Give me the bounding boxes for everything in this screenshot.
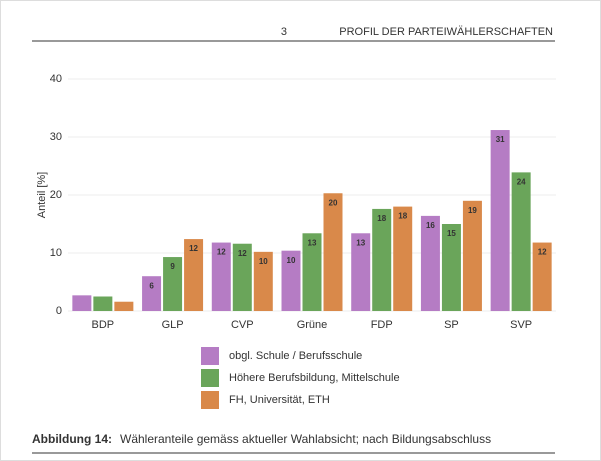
- value-label: 16: [426, 221, 435, 230]
- y-tick-label: 0: [56, 305, 62, 317]
- x-tick-label: GLP: [162, 319, 184, 331]
- bar: [232, 243, 252, 311]
- x-tick-label: CVP: [231, 319, 254, 331]
- value-label: 19: [468, 206, 477, 215]
- section-number: 3: [281, 26, 287, 38]
- y-tick-label: 20: [50, 189, 62, 201]
- legend-swatch: [201, 347, 219, 365]
- value-label: 12: [217, 248, 226, 257]
- x-tick-label: SVP: [510, 319, 532, 331]
- bar: [393, 206, 413, 311]
- bar: [281, 250, 301, 311]
- bar: [72, 295, 92, 311]
- bar: [372, 208, 392, 311]
- value-label: 12: [238, 249, 247, 258]
- x-tick-label: SP: [444, 319, 459, 331]
- value-label: 20: [329, 198, 338, 207]
- bar: [184, 239, 204, 311]
- y-axis-label: Anteil [%]: [36, 172, 48, 218]
- value-label: 18: [377, 214, 386, 223]
- legend-swatch: [201, 391, 219, 409]
- value-label: 18: [398, 212, 407, 221]
- y-tick-label: 10: [50, 247, 62, 259]
- legend-label: Höhere Berufsbildung, Mittelschule: [229, 372, 400, 384]
- bar: [93, 296, 113, 311]
- legend-label: FH, Universität, ETH: [229, 394, 330, 406]
- bar: [211, 242, 231, 311]
- x-tick-label: BDP: [92, 319, 115, 331]
- x-tick-label: Grüne: [297, 319, 328, 331]
- section-title: PROFIL DER PARTEIWÄHLERSCHAFTEN: [339, 26, 553, 38]
- legend-label: obgl. Schule / Berufsschule: [229, 350, 362, 362]
- x-tick-label: FDP: [371, 319, 393, 331]
- bar: [351, 233, 371, 311]
- bar: [142, 276, 162, 311]
- value-label: 24: [517, 177, 526, 186]
- value-label: 13: [308, 238, 317, 247]
- bar: [462, 200, 482, 311]
- bar: [490, 130, 510, 311]
- value-label: 15: [447, 229, 456, 238]
- value-label: 9: [170, 262, 175, 271]
- value-label: 6: [149, 281, 154, 290]
- bar: [302, 233, 322, 311]
- value-label: 12: [538, 248, 547, 257]
- value-label: 10: [287, 256, 296, 265]
- value-label: 12: [189, 244, 198, 253]
- y-tick-label: 30: [50, 131, 62, 143]
- bar: [511, 172, 531, 311]
- bar: [441, 224, 461, 311]
- bar: [532, 242, 552, 311]
- value-label: 10: [259, 257, 268, 266]
- caption-label: Abbildung 14:: [32, 432, 112, 446]
- legend-swatch: [201, 369, 219, 387]
- bar: [163, 257, 183, 311]
- bar: [114, 301, 134, 311]
- bar: [420, 215, 440, 311]
- value-label: 13: [356, 238, 365, 247]
- bar: [323, 193, 343, 311]
- y-tick-label: 40: [50, 73, 62, 85]
- caption-text: Wähleranteile gemäss aktueller Wahlabsic…: [120, 432, 491, 446]
- bar: [253, 251, 273, 311]
- value-label: 31: [496, 135, 505, 144]
